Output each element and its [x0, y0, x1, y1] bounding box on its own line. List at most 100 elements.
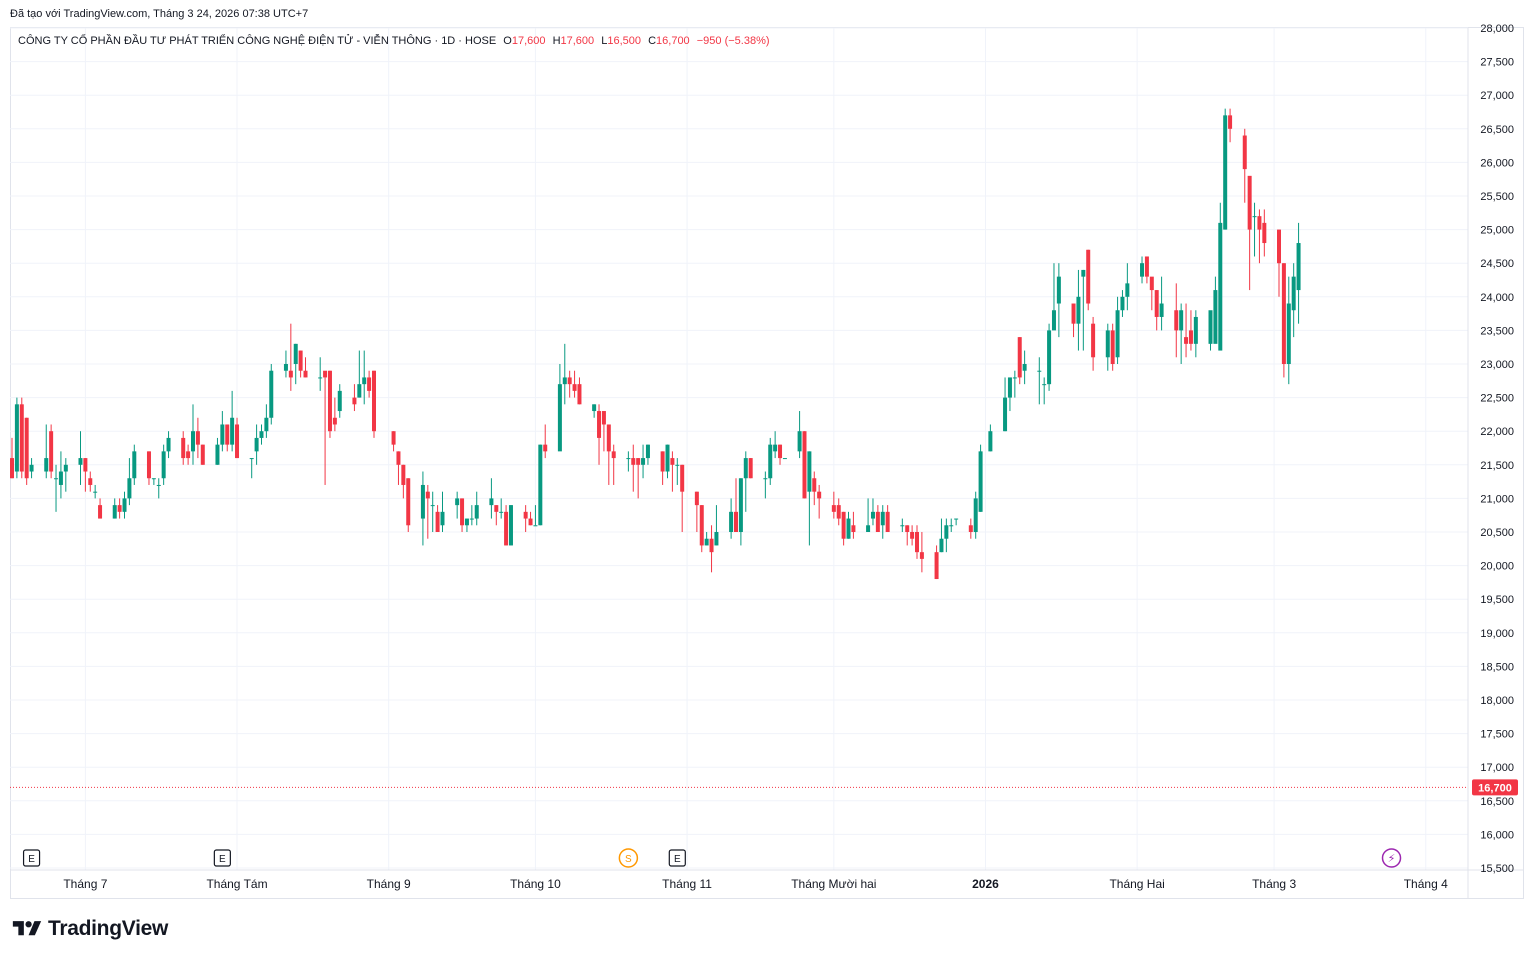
candle: [254, 424, 259, 465]
candle: [768, 437, 773, 485]
candle: [954, 518, 959, 526]
candle: [117, 498, 122, 519]
candle: [1262, 209, 1267, 257]
candle: [78, 431, 83, 485]
candle-body: [738, 478, 743, 532]
candle: [1242, 128, 1247, 203]
candle-body: [675, 464, 680, 466]
candle: [1228, 108, 1233, 143]
candle-body: [807, 451, 812, 492]
candle: [1017, 337, 1022, 385]
candle-body: [543, 444, 548, 452]
candle-body: [782, 458, 787, 460]
candle-body: [748, 458, 753, 479]
event-markers: E E S E ⚡: [22, 848, 1402, 868]
candle: [1056, 263, 1061, 338]
symbol-legend: CÔNG TY CỔ PHẦN ĐẦU TƯ PHÁT TRIỂN CÔNG N…: [18, 35, 770, 47]
candle: [802, 431, 807, 499]
candle: [1174, 283, 1179, 358]
open-label: O: [503, 35, 512, 47]
time-tick-label: Tháng 3: [1252, 877, 1296, 891]
candle-body: [283, 364, 288, 371]
candle-body: [743, 458, 748, 479]
candle-body: [1071, 303, 1076, 324]
candle-body: [699, 505, 704, 546]
grid-lines: [10, 27, 1524, 898]
tradingview-logo[interactable]: TradingView: [12, 917, 168, 941]
candle: [460, 498, 465, 532]
earnings-event-icon[interactable]: E: [668, 849, 686, 867]
candle: [538, 444, 543, 526]
candle-body: [1012, 377, 1017, 379]
candle: [934, 545, 939, 580]
candle-body: [98, 505, 103, 519]
candle: [127, 458, 132, 506]
candle-body: [83, 458, 88, 472]
candle: [1105, 323, 1110, 371]
candle: [58, 451, 63, 499]
change-value: −950 (−5.38%): [696, 35, 770, 47]
candle: [146, 451, 151, 485]
price-tick-label: 15,500: [1480, 863, 1514, 875]
earnings-event-icon[interactable]: E: [213, 849, 231, 867]
candle: [738, 478, 743, 546]
candle: [195, 417, 200, 459]
candle-body: [1242, 135, 1247, 170]
candle-body: [768, 444, 773, 479]
candle: [694, 491, 699, 532]
candle: [577, 377, 582, 405]
candle: [401, 464, 406, 499]
time-axis[interactable]: Tháng 7 Tháng Tám Tháng 9 Tháng 10 Tháng 11 T…: [63, 877, 1448, 891]
candle-body: [44, 458, 49, 472]
candle: [156, 478, 161, 499]
candle: [866, 498, 871, 532]
candle-body: [499, 511, 504, 513]
earnings-icon: [668, 849, 686, 867]
price-axis[interactable]: 15,500 16,000 16,500 17,000 17,500 18,000 18,5…: [1480, 23, 1514, 875]
candle-body: [93, 491, 98, 493]
candle-body: [885, 511, 890, 532]
candle-body: [323, 370, 328, 378]
candle-body: [181, 437, 186, 459]
time-tick-label: Tháng 10: [510, 877, 561, 891]
candle-body: [1091, 323, 1096, 358]
candle: [372, 370, 376, 438]
candle-body: [122, 498, 127, 512]
candle-body: [851, 525, 856, 532]
candle: [225, 424, 230, 452]
candle-body: [425, 491, 430, 499]
time-tick-label: Tháng 7: [63, 877, 107, 891]
candle: [1007, 377, 1012, 412]
candle-body: [631, 458, 636, 465]
candle-body: [318, 377, 323, 379]
candle-body: [469, 518, 474, 520]
candle: [773, 431, 778, 459]
candle-body: [362, 377, 367, 385]
candle: [875, 505, 880, 532]
candle-body: [1144, 256, 1149, 277]
candle-body: [63, 464, 68, 472]
candle: [430, 491, 435, 532]
candle-body: [597, 411, 602, 438]
high-label: H: [552, 35, 561, 47]
candle-body: [288, 370, 293, 378]
candle: [557, 364, 562, 452]
candle: [303, 357, 308, 378]
candle-body: [1179, 310, 1184, 331]
dividend-event-icon[interactable]: S: [618, 848, 639, 868]
candle-body: [464, 518, 469, 526]
candle: [709, 525, 714, 573]
candle: [1223, 108, 1228, 230]
candle-body: [504, 511, 509, 546]
candle-body: [949, 525, 954, 527]
candle: [1159, 276, 1164, 331]
split-event-icon[interactable]: ⚡: [1381, 848, 1402, 868]
candle-body: [420, 484, 425, 519]
candle-body: [332, 417, 337, 425]
candle-body: [802, 431, 807, 499]
candle-body: [1277, 229, 1281, 264]
candle-body: [396, 451, 401, 465]
candle-body: [577, 384, 582, 405]
earnings-event-icon[interactable]: E: [22, 849, 41, 867]
